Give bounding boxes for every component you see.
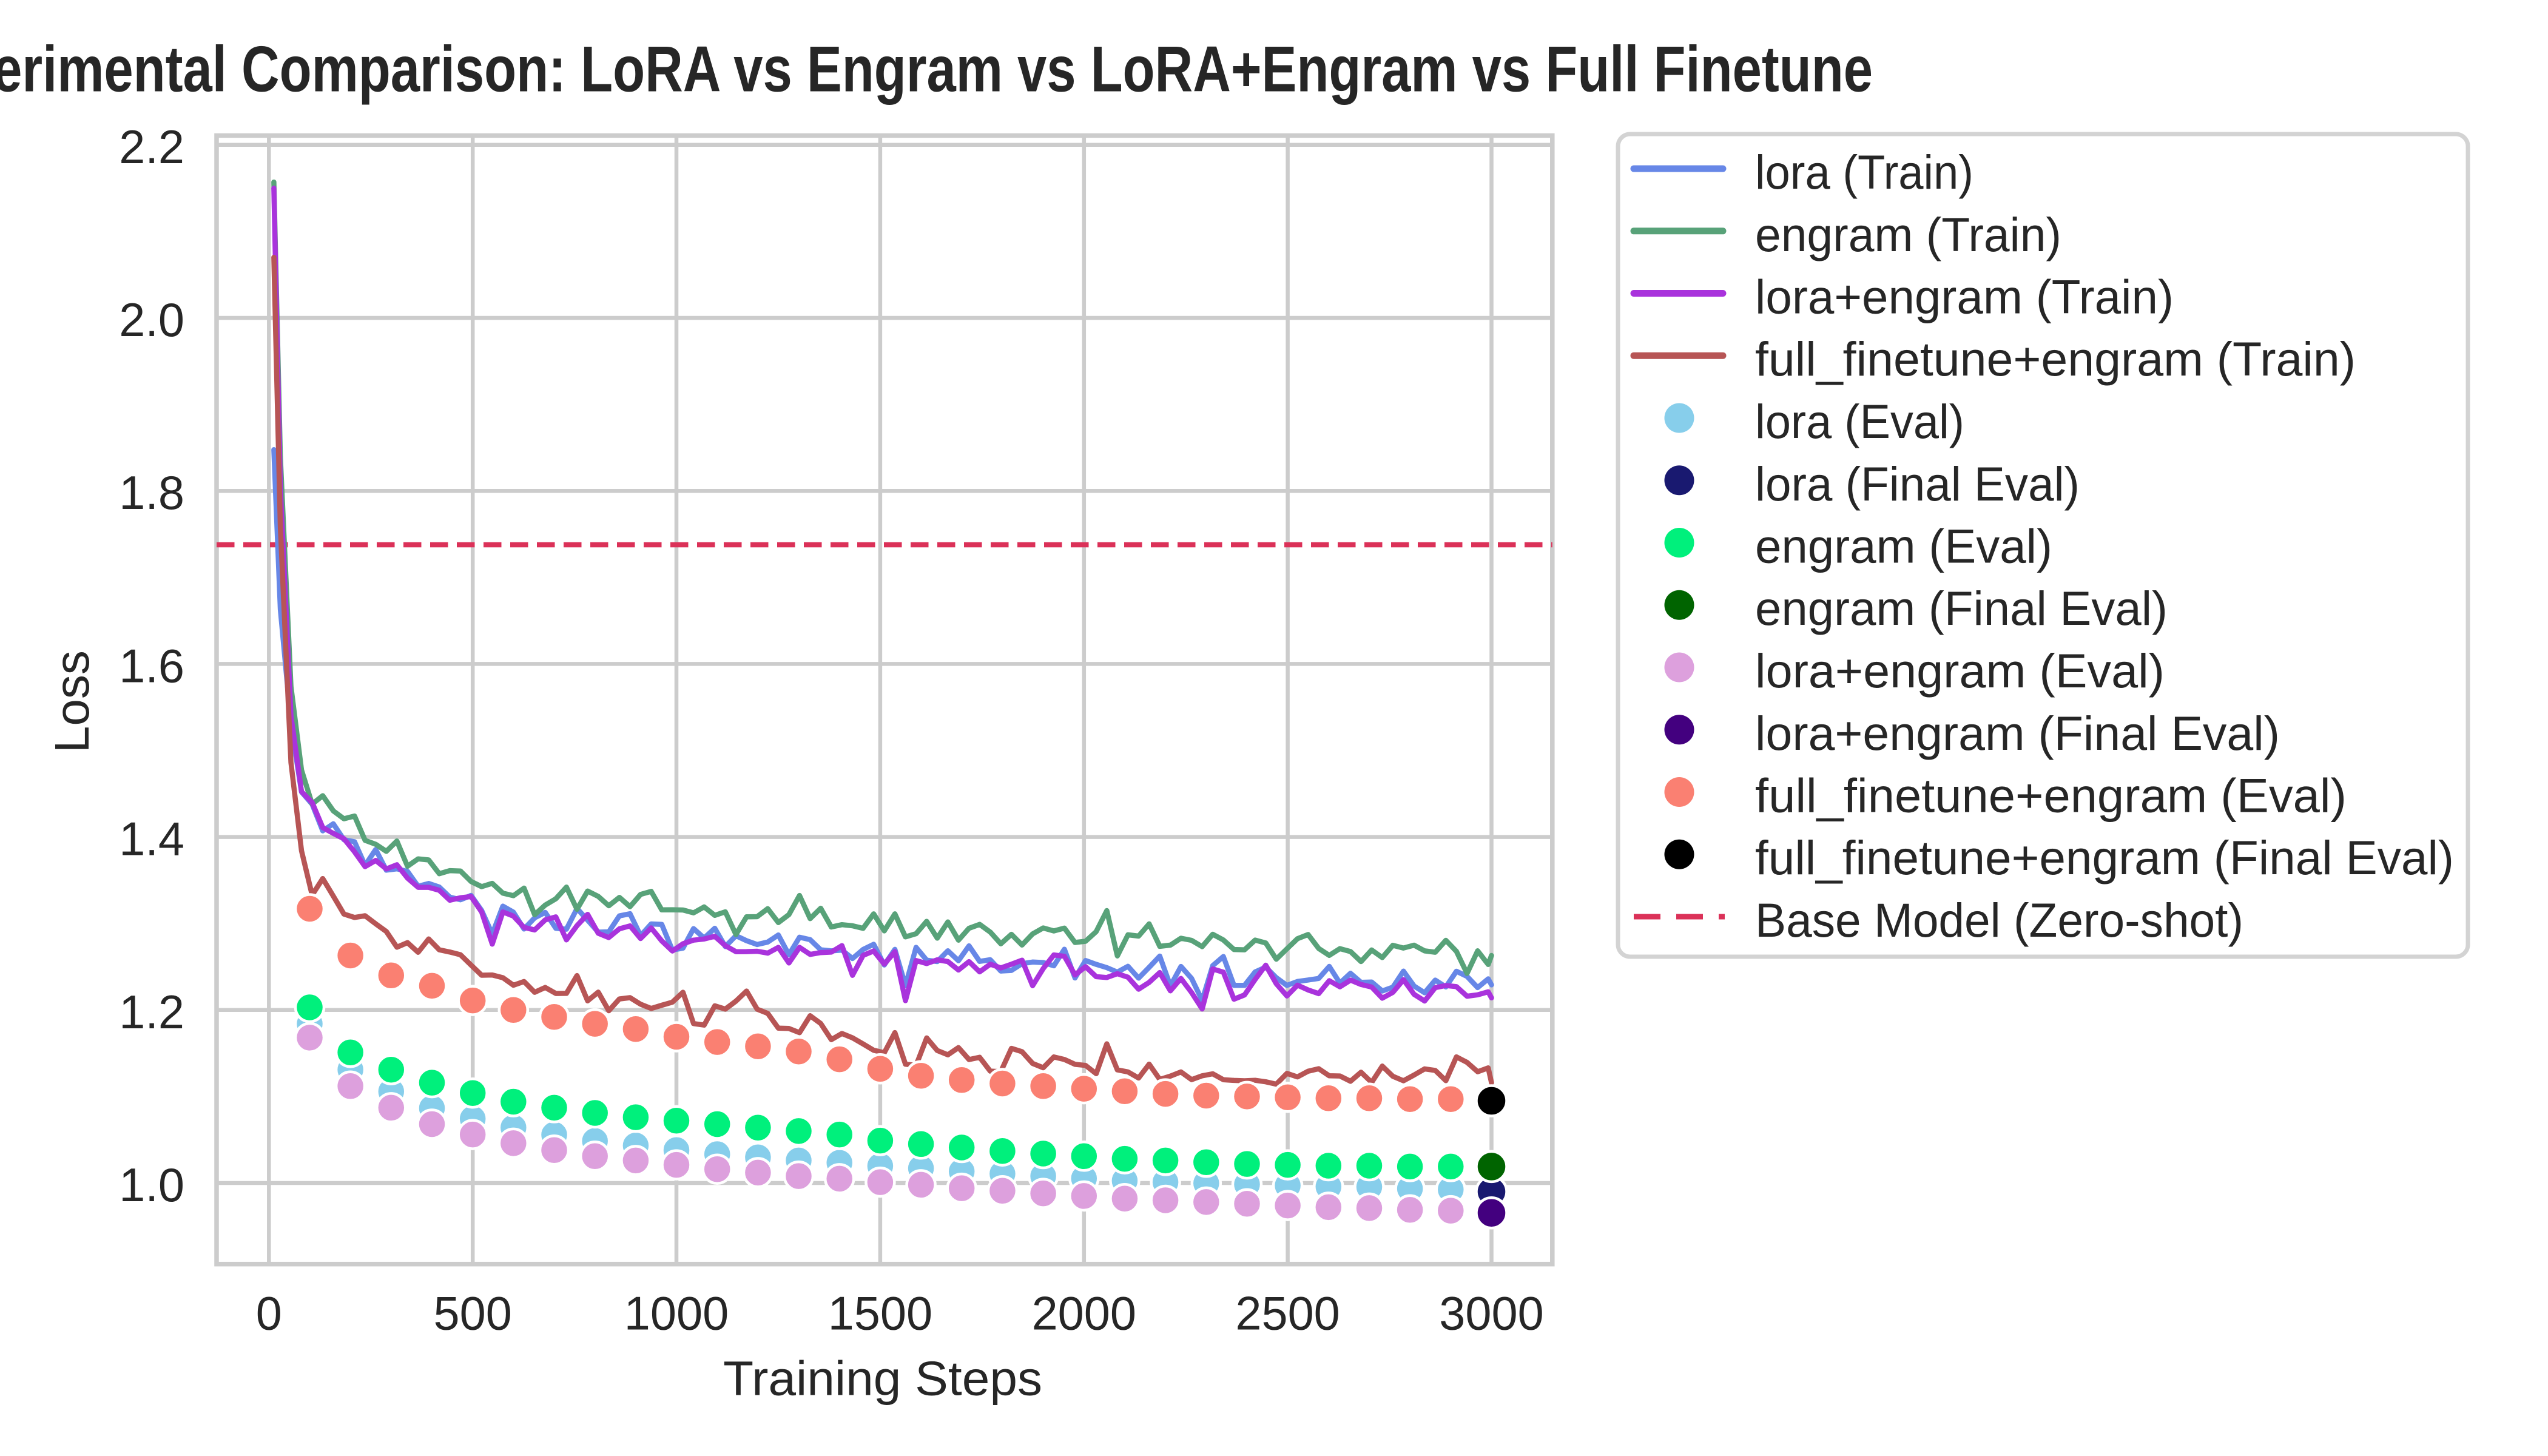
- svg-text:full_finetune+engram (Eval): full_finetune+engram (Eval): [1755, 769, 2347, 823]
- svg-text:0: 0: [256, 1288, 282, 1340]
- svg-text:Experimental Comparison: LoRA: Experimental Comparison: LoRA vs Engram …: [0, 33, 1873, 106]
- svg-text:1.6: 1.6: [119, 640, 184, 692]
- svg-text:500: 500: [434, 1288, 512, 1340]
- svg-text:1.2: 1.2: [119, 986, 184, 1039]
- svg-text:2.0: 2.0: [119, 294, 184, 346]
- svg-text:lora (Eval): lora (Eval): [1755, 394, 1964, 448]
- svg-text:engram (Final Eval): engram (Final Eval): [1755, 581, 2168, 635]
- svg-text:lora+engram (Final Eval): lora+engram (Final Eval): [1755, 706, 2280, 760]
- svg-text:2.2: 2.2: [119, 121, 184, 174]
- svg-text:1000: 1000: [624, 1288, 729, 1340]
- svg-text:lora+engram (Eval): lora+engram (Eval): [1755, 644, 2165, 698]
- svg-text:2500: 2500: [1235, 1288, 1340, 1340]
- svg-text:Loss: Loss: [45, 650, 99, 753]
- svg-text:full_finetune+engram (Final Ev: full_finetune+engram (Final Eval): [1755, 831, 2454, 885]
- svg-text:1.0: 1.0: [119, 1159, 184, 1212]
- svg-text:Base Model (Zero-shot): Base Model (Zero-shot): [1755, 893, 2243, 947]
- svg-text:1.4: 1.4: [119, 814, 184, 866]
- svg-text:3000: 3000: [1439, 1288, 1543, 1340]
- svg-text:Training Steps: Training Steps: [723, 1352, 1042, 1406]
- svg-text:1500: 1500: [828, 1288, 932, 1340]
- svg-text:1.8: 1.8: [119, 467, 184, 519]
- svg-text:lora+engram (Train): lora+engram (Train): [1755, 270, 2174, 324]
- svg-text:full_finetune+engram (Train): full_finetune+engram (Train): [1755, 332, 2356, 386]
- svg-text:2000: 2000: [1032, 1288, 1136, 1340]
- svg-text:lora (Train): lora (Train): [1755, 145, 1973, 199]
- svg-text:lora (Final Eval): lora (Final Eval): [1755, 457, 2080, 511]
- svg-text:engram (Train): engram (Train): [1755, 207, 2061, 261]
- svg-text:engram (Eval): engram (Eval): [1755, 519, 2052, 573]
